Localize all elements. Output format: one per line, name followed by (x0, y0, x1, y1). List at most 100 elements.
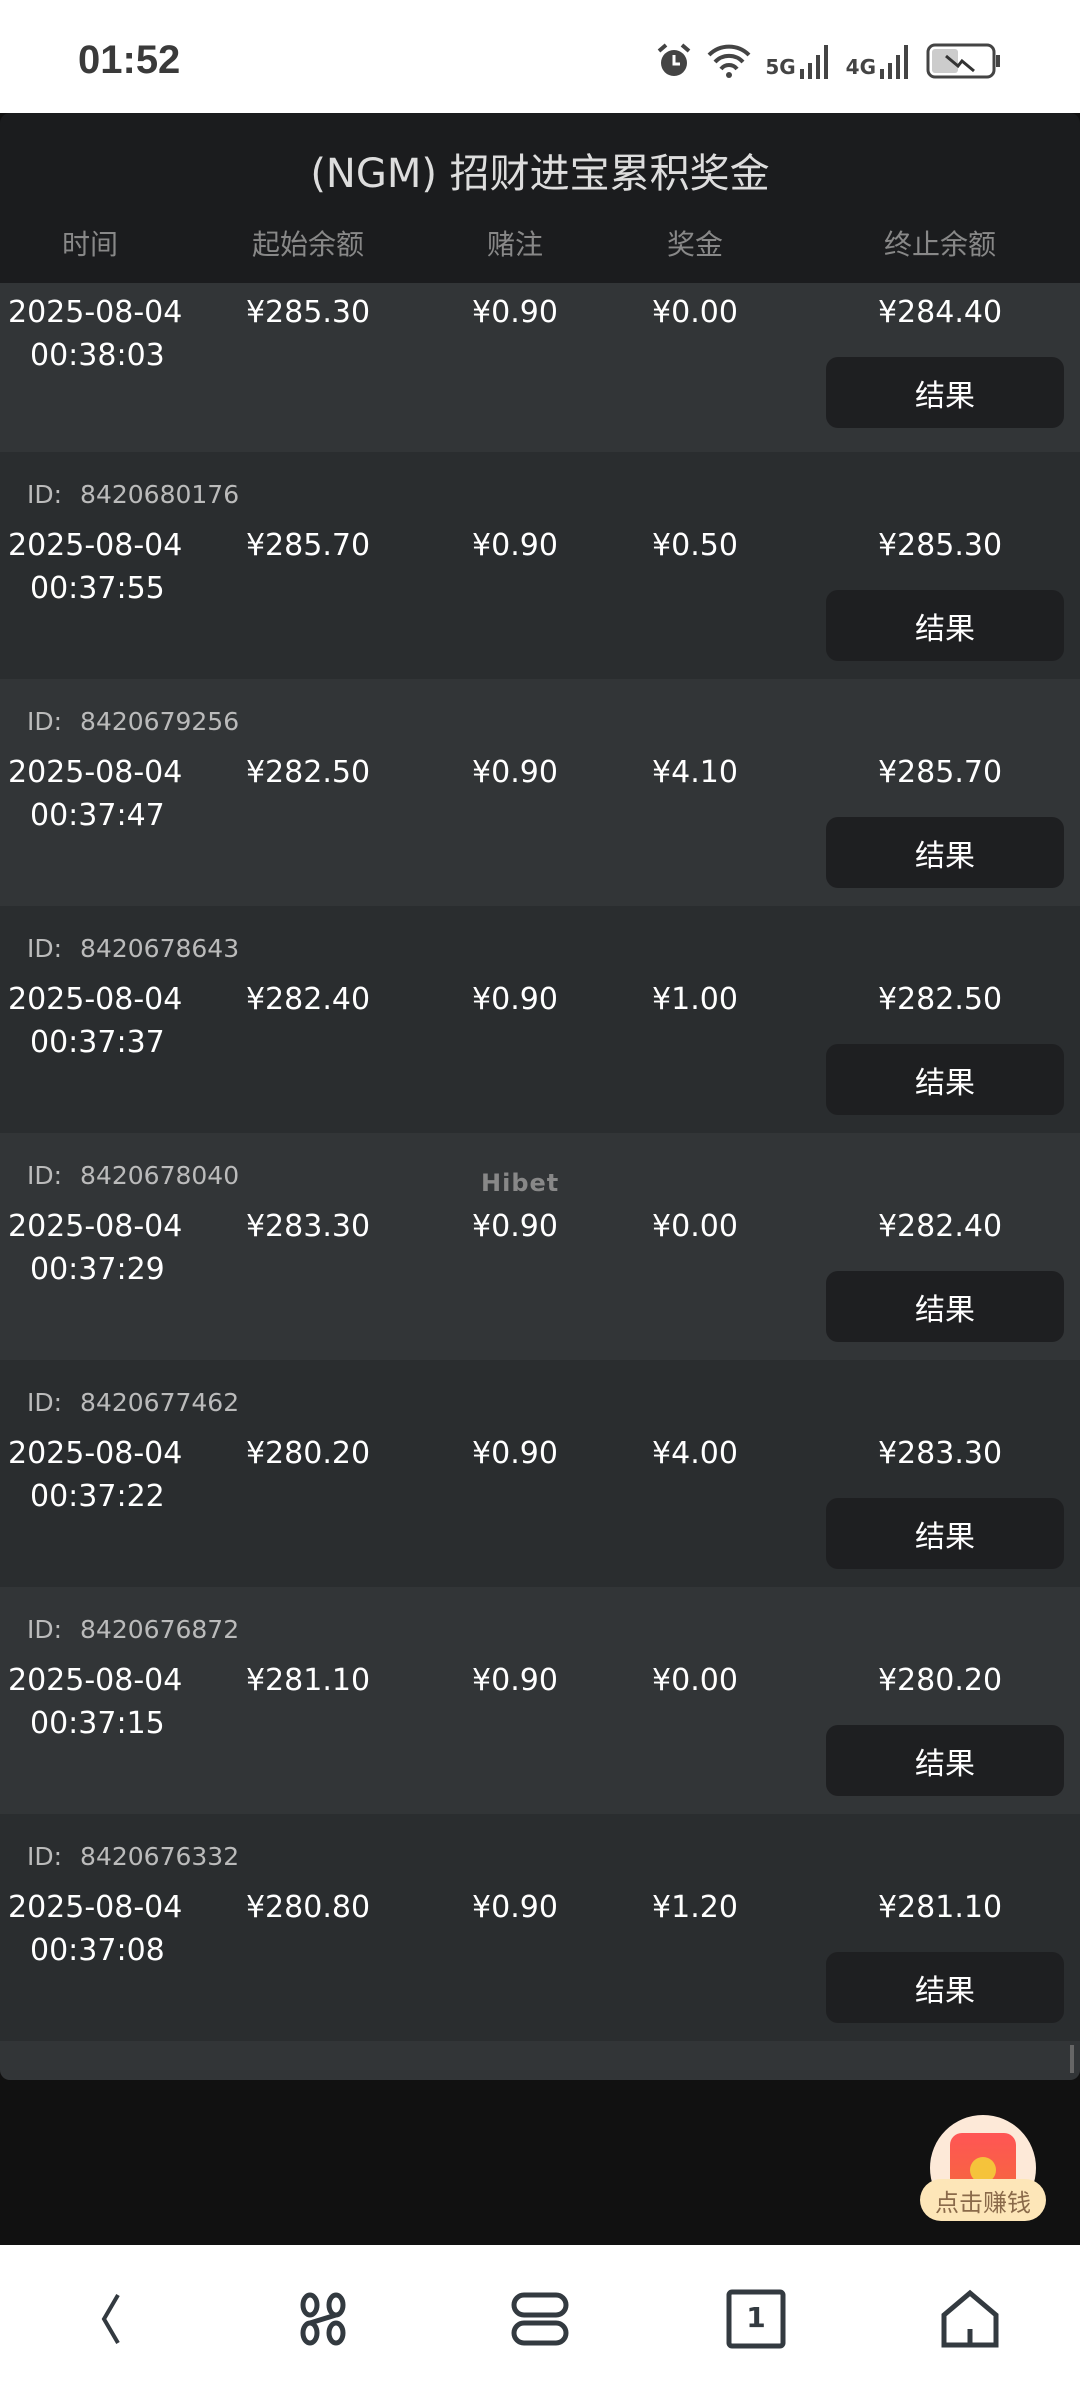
round-id-value: 8420680176 (80, 480, 240, 509)
id-label: ID: (27, 934, 63, 963)
column-header-prize: 奖金 (666, 228, 724, 261)
signal-icon (880, 45, 908, 79)
result-button[interactable]: 结果 (826, 1952, 1064, 2023)
round-id: ID: 8420678643 (27, 934, 257, 963)
history-row: ID: 8420677462 2025-08-04 00:37:22 ¥280.20 ¥0… (0, 1360, 1080, 1587)
history-list[interactable]: 2025-08-04 00:38:03 ¥285.30 ¥0.90 ¥0.00 ¥284.… (0, 283, 1080, 2080)
column-header-time: 时间 (61, 228, 119, 261)
row-prize: ¥0.00 (652, 295, 738, 330)
row-start-balance: ¥283.30 (245, 1209, 371, 1244)
history-row: ID: 8420676872 2025-08-04 00:37:15 ¥281.10 ¥0… (0, 1587, 1080, 1814)
row-prize: ¥0.00 (652, 1209, 738, 1244)
row-time: 00:37:47 (30, 798, 165, 833)
round-id-value: 8420678643 (80, 934, 240, 963)
menu-icon[interactable] (510, 2289, 570, 2349)
round-id: ID: 8420679256 (27, 707, 257, 736)
home-icon[interactable] (940, 2289, 1000, 2349)
row-start-balance: ¥285.30 (245, 295, 371, 330)
signal-icon (799, 45, 828, 79)
row-prize: ¥4.00 (652, 1436, 738, 1471)
apps-icon[interactable] (293, 2289, 353, 2349)
row-time: 00:37:37 (30, 1025, 165, 1060)
row-date: 2025-08-04 (8, 1436, 183, 1471)
browser-nav-bar: 1 (0, 2245, 1080, 2388)
row-bet: ¥0.90 (472, 1890, 558, 1925)
signal-5g: 5G (765, 43, 831, 79)
battery-charging-icon (926, 43, 1000, 79)
row-prize: ¥0.50 (652, 528, 738, 563)
row-time: 00:37:15 (30, 1706, 165, 1741)
row-date: 2025-08-04 (8, 1663, 183, 1698)
wifi-icon (707, 44, 751, 78)
row-date: 2025-08-04 (8, 755, 183, 790)
history-row: 2025-08-04 00:38:03 ¥285.30 ¥0.90 ¥0.00 ¥284.… (0, 283, 1080, 452)
row-date: 2025-08-04 (8, 1890, 183, 1925)
row-bet: ¥0.90 (472, 528, 558, 563)
network-type-label: 5G (765, 55, 796, 79)
result-button[interactable]: 结果 (826, 590, 1064, 661)
earn-money-label: 点击赚钱 (920, 2179, 1046, 2221)
jackpot-history-panel: (NGM) 招财进宝累积奖金 时间 起始余额 赌注 奖金 终止余额 2025-0… (0, 113, 1080, 2080)
row-bet: ¥0.90 (472, 1209, 558, 1244)
row-time: 00:37:08 (30, 1933, 165, 1968)
earn-money-floating-button[interactable]: 点击赚钱 (920, 2115, 1046, 2225)
row-end-balance: ¥280.20 (877, 1663, 1003, 1698)
row-bet: ¥0.90 (472, 982, 558, 1017)
row-start-balance: ¥281.10 (245, 1663, 371, 1698)
id-label: ID: (27, 1388, 63, 1417)
row-prize: ¥1.00 (652, 982, 738, 1017)
row-bet: ¥0.90 (472, 1436, 558, 1471)
row-start-balance: ¥280.20 (245, 1436, 371, 1471)
history-row: ID: 8420679256 2025-08-04 00:37:47 ¥282.50 ¥0… (0, 679, 1080, 906)
row-bet: ¥0.90 (472, 295, 558, 330)
round-id-value: 8420679256 (80, 707, 240, 736)
coin-icon (970, 2157, 996, 2183)
column-header-start-balance: 起始余额 (251, 228, 365, 261)
row-date: 2025-08-04 (8, 528, 183, 563)
tabs-icon (726, 2289, 786, 2349)
row-end-balance: ¥282.50 (877, 982, 1003, 1017)
row-end-balance: ¥281.10 (877, 1890, 1003, 1925)
alarm-icon (658, 43, 691, 76)
page-title: (NGM) 招财进宝累积奖金 (310, 151, 770, 197)
result-button[interactable]: 结果 (826, 1044, 1064, 1115)
row-time: 00:38:03 (30, 338, 165, 373)
row-end-balance: ¥284.40 (877, 295, 1003, 330)
result-button[interactable]: 结果 (826, 1725, 1064, 1796)
clock: 01:52 (78, 38, 181, 82)
scrollbar[interactable] (1070, 2045, 1074, 2073)
network-type-label: 4G (845, 55, 876, 79)
id-label: ID: (27, 1161, 63, 1190)
result-button[interactable]: 结果 (826, 1271, 1064, 1342)
id-label: ID: (27, 707, 63, 736)
round-id-value: 8420676872 (80, 1615, 240, 1644)
row-prize: ¥0.00 (652, 1663, 738, 1698)
round-id: ID: 8420677462 (27, 1388, 257, 1417)
row-end-balance: ¥285.70 (877, 755, 1003, 790)
result-button[interactable]: 结果 (826, 817, 1064, 888)
status-bar: 01:52 5G 4G (0, 0, 1080, 113)
history-row: ID: 8420678040 2025-08-04 00:37:29 ¥283.30 ¥0… (0, 1133, 1080, 1360)
tab-count: 1 (746, 2301, 766, 2334)
status-icons: 5G 4G (655, 42, 1002, 80)
id-label: ID: (27, 1842, 63, 1871)
row-start-balance: ¥282.50 (245, 755, 371, 790)
row-end-balance: ¥282.40 (877, 1209, 1003, 1244)
row-date: 2025-08-04 (8, 1209, 183, 1244)
row-date: 2025-08-04 (8, 295, 183, 330)
round-id-value: 8420676332 (80, 1842, 240, 1871)
round-id-value: 8420678040 (80, 1161, 240, 1190)
tabs-button[interactable]: 1 (726, 2289, 786, 2349)
row-prize: ¥4.10 (652, 755, 738, 790)
round-id: ID: 8420676332 (27, 1842, 257, 1871)
history-row: ID: 8420676332 2025-08-04 00:37:08 ¥280.80 ¥0… (0, 1814, 1080, 2041)
round-id-value: 8420677462 (80, 1388, 240, 1417)
row-start-balance: ¥280.80 (245, 1890, 371, 1925)
result-button[interactable]: 结果 (826, 1498, 1064, 1569)
id-label: ID: (27, 480, 63, 509)
row-time: 00:37:55 (30, 571, 165, 606)
result-button[interactable]: 结果 (826, 357, 1064, 428)
back-icon[interactable] (80, 2289, 140, 2349)
list-footer (0, 2041, 1080, 2080)
row-time: 00:37:29 (30, 1252, 165, 1287)
